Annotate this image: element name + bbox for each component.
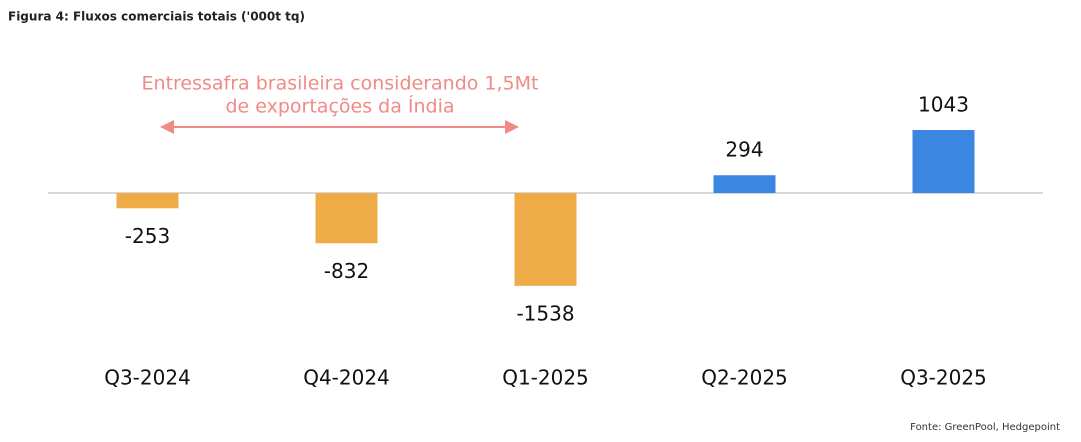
data-label: -1538	[516, 301, 574, 325]
data-label: 294	[725, 138, 763, 162]
data-label: 1043	[918, 93, 969, 117]
x-tick-label: Q4-2024	[303, 366, 390, 390]
annotation-arrow	[160, 120, 519, 134]
annotation: de exportações da Índia	[225, 95, 454, 118]
x-tick-label: Q1-2025	[502, 366, 589, 390]
chart-title: Figura 4: Fluxos comerciais totais ('000…	[8, 10, 305, 24]
data-label: -253	[125, 224, 170, 248]
bar	[713, 175, 776, 193]
x-tick-label: Q2-2025	[701, 366, 788, 390]
source: Fonte: GreenPool, Hedgepoint	[910, 422, 1060, 433]
x-tick-label: Q3-2025	[900, 366, 987, 390]
data-label: -832	[324, 259, 369, 283]
bar	[315, 193, 378, 244]
bar	[912, 130, 975, 193]
annotation: Entressafra brasileira considerando 1,5M…	[142, 73, 539, 95]
x-tick-label: Q3-2024	[104, 366, 191, 390]
bar	[116, 193, 179, 209]
bar	[514, 193, 577, 286]
